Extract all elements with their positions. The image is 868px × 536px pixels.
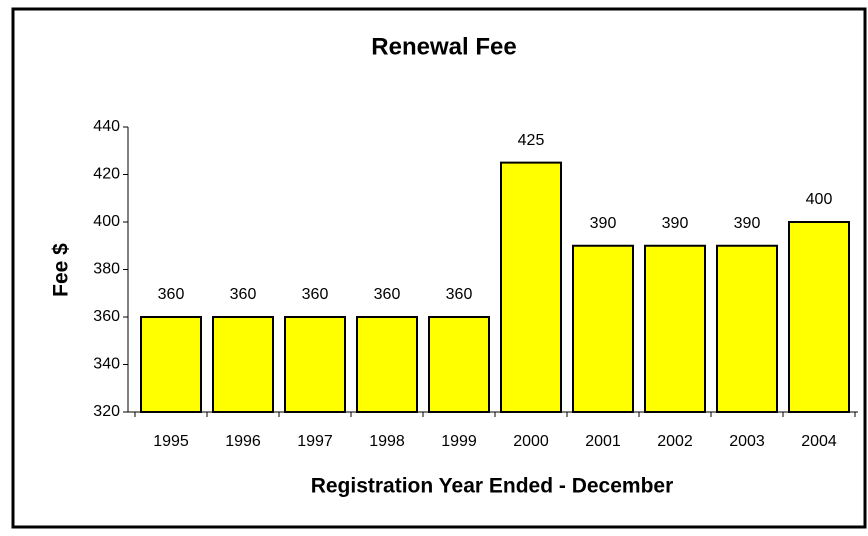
data-label: 360	[446, 286, 473, 303]
bar	[140, 316, 202, 413]
y-tick-label: 400	[93, 213, 120, 230]
x-tick-label: 1998	[369, 433, 405, 450]
y-tick-label: 420	[93, 166, 120, 183]
data-label: 360	[374, 286, 401, 303]
x-tick-label: 1997	[297, 433, 333, 450]
data-label: 390	[662, 215, 689, 232]
x-tick-label: 1999	[441, 433, 477, 450]
y-tick-label: 320	[93, 403, 120, 420]
y-tick-label: 380	[93, 261, 120, 278]
bar	[788, 221, 850, 413]
x-axis-title: Registration Year Ended - December	[311, 475, 674, 498]
y-tick-label: 440	[93, 118, 120, 135]
bar	[356, 316, 418, 413]
y-tick-label: 340	[93, 356, 120, 373]
x-tick-label: 1996	[225, 433, 261, 450]
bar	[212, 316, 274, 413]
data-label: 360	[230, 286, 257, 303]
x-tick-label: 1995	[153, 433, 189, 450]
data-label: 390	[734, 215, 761, 232]
x-tick-label: 2001	[585, 433, 621, 450]
bar	[428, 316, 490, 413]
x-tick-label: 2000	[513, 433, 549, 450]
bar	[572, 244, 634, 413]
x-tick-label: 2003	[729, 433, 765, 450]
x-tick-label: 2004	[801, 433, 837, 450]
bar	[716, 244, 778, 413]
bar	[500, 161, 562, 413]
data-label: 360	[158, 286, 185, 303]
data-label: 390	[590, 215, 617, 232]
bar	[284, 316, 346, 413]
data-label: 425	[518, 132, 545, 149]
bar	[644, 244, 706, 413]
y-axis-title: Fee $	[50, 243, 73, 297]
data-label: 400	[806, 191, 833, 208]
data-label: 360	[302, 286, 329, 303]
chart-title: Renewal Fee	[371, 33, 516, 60]
x-tick-label: 2002	[657, 433, 693, 450]
y-tick-label: 360	[93, 308, 120, 325]
